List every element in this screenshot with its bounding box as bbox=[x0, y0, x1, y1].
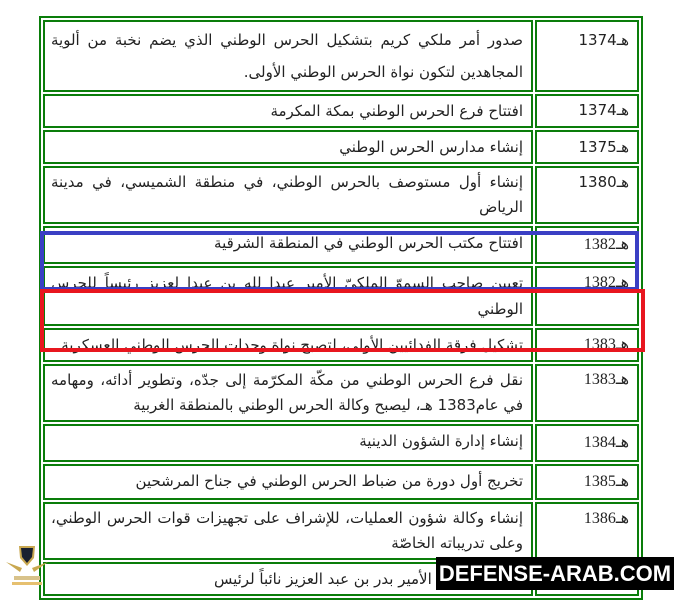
table-row: 1374هـ صدور أمر ملكي كريم بتشكيل الحرس ا… bbox=[43, 20, 639, 92]
event-cell: إنشاء أول مستوصف بالحرس الوطني، في منطقة… bbox=[43, 166, 533, 224]
date-cell: 1375هـ bbox=[535, 130, 639, 164]
event-cell: صدور أمر ملكي كريم بتشكيل الحرس الوطني ا… bbox=[43, 20, 533, 92]
shield-wings-logo-icon bbox=[4, 540, 50, 588]
event-cell: افتتاح مكتب الحرس الوطني في المنطقة الشر… bbox=[43, 226, 533, 264]
date-cell: 1380هـ bbox=[535, 166, 639, 224]
table-row: 1383هـ تشكيل فرقة الفدائيين الأولى، لتصب… bbox=[43, 328, 639, 362]
date-cell: 1384هـ bbox=[535, 424, 639, 462]
event-cell: تخريج أول دورة من ضباط الحرس الوطني في ج… bbox=[43, 464, 533, 500]
event-cell: نقل فرع الحرس الوطني من مكّة المكرّمة إل… bbox=[43, 364, 533, 422]
date-cell: 1382هـ bbox=[535, 226, 639, 264]
event-cell: افتتاح فرع الحرس الوطني بمكة المكرمة bbox=[43, 94, 533, 128]
date-cell: 1385هـ bbox=[535, 464, 639, 500]
event-cell: إنشاء وكالة شؤون العمليات، للإشراف على ت… bbox=[43, 502, 533, 560]
date-cell: 1383هـ bbox=[535, 364, 639, 422]
table-row: 1380هـ إنشاء أول مستوصف بالحرس الوطني، ف… bbox=[43, 166, 639, 224]
watermark: DEFENSE-ARAB.COM bbox=[436, 557, 674, 590]
date-cell: 1386هـ bbox=[535, 502, 639, 560]
date-cell: 1374هـ bbox=[535, 94, 639, 128]
timeline-table: 1374هـ صدور أمر ملكي كريم بتشكيل الحرس ا… bbox=[39, 16, 643, 600]
event-cell: إنشاء مدارس الحرس الوطني bbox=[43, 130, 533, 164]
date-cell: 1382هـ bbox=[535, 266, 639, 326]
event-cell: إنشاء إدارة الشؤون الدينية bbox=[43, 424, 533, 462]
table-row: 1374هـ افتتاح فرع الحرس الوطني بمكة المك… bbox=[43, 94, 639, 128]
table-row: 1385هـ تخريج أول دورة من ضباط الحرس الوط… bbox=[43, 464, 639, 500]
event-cell: تعيين صاحب السموّ الملكيّ الأمير عبدا لل… bbox=[43, 266, 533, 326]
date-cell: 1383هـ bbox=[535, 328, 639, 362]
event-cell: تشكيل فرقة الفدائيين الأولى، لتصبح نواة … bbox=[43, 328, 533, 362]
date-cell: 1374هـ bbox=[535, 20, 639, 92]
table-row: 1375هـ إنشاء مدارس الحرس الوطني bbox=[43, 130, 639, 164]
table-row: 1382هـ تعيين صاحب السموّ الملكيّ الأمير … bbox=[43, 266, 639, 326]
table-row: 1384هـ إنشاء إدارة الشؤون الدينية bbox=[43, 424, 639, 462]
table-row: 1386هـ إنشاء وكالة شؤون العمليات، للإشرا… bbox=[43, 502, 639, 560]
table-row: 1382هـ افتتاح مكتب الحرس الوطني في المنط… bbox=[43, 226, 639, 264]
table-row: 1383هـ نقل فرع الحرس الوطني من مكّة المك… bbox=[43, 364, 639, 422]
